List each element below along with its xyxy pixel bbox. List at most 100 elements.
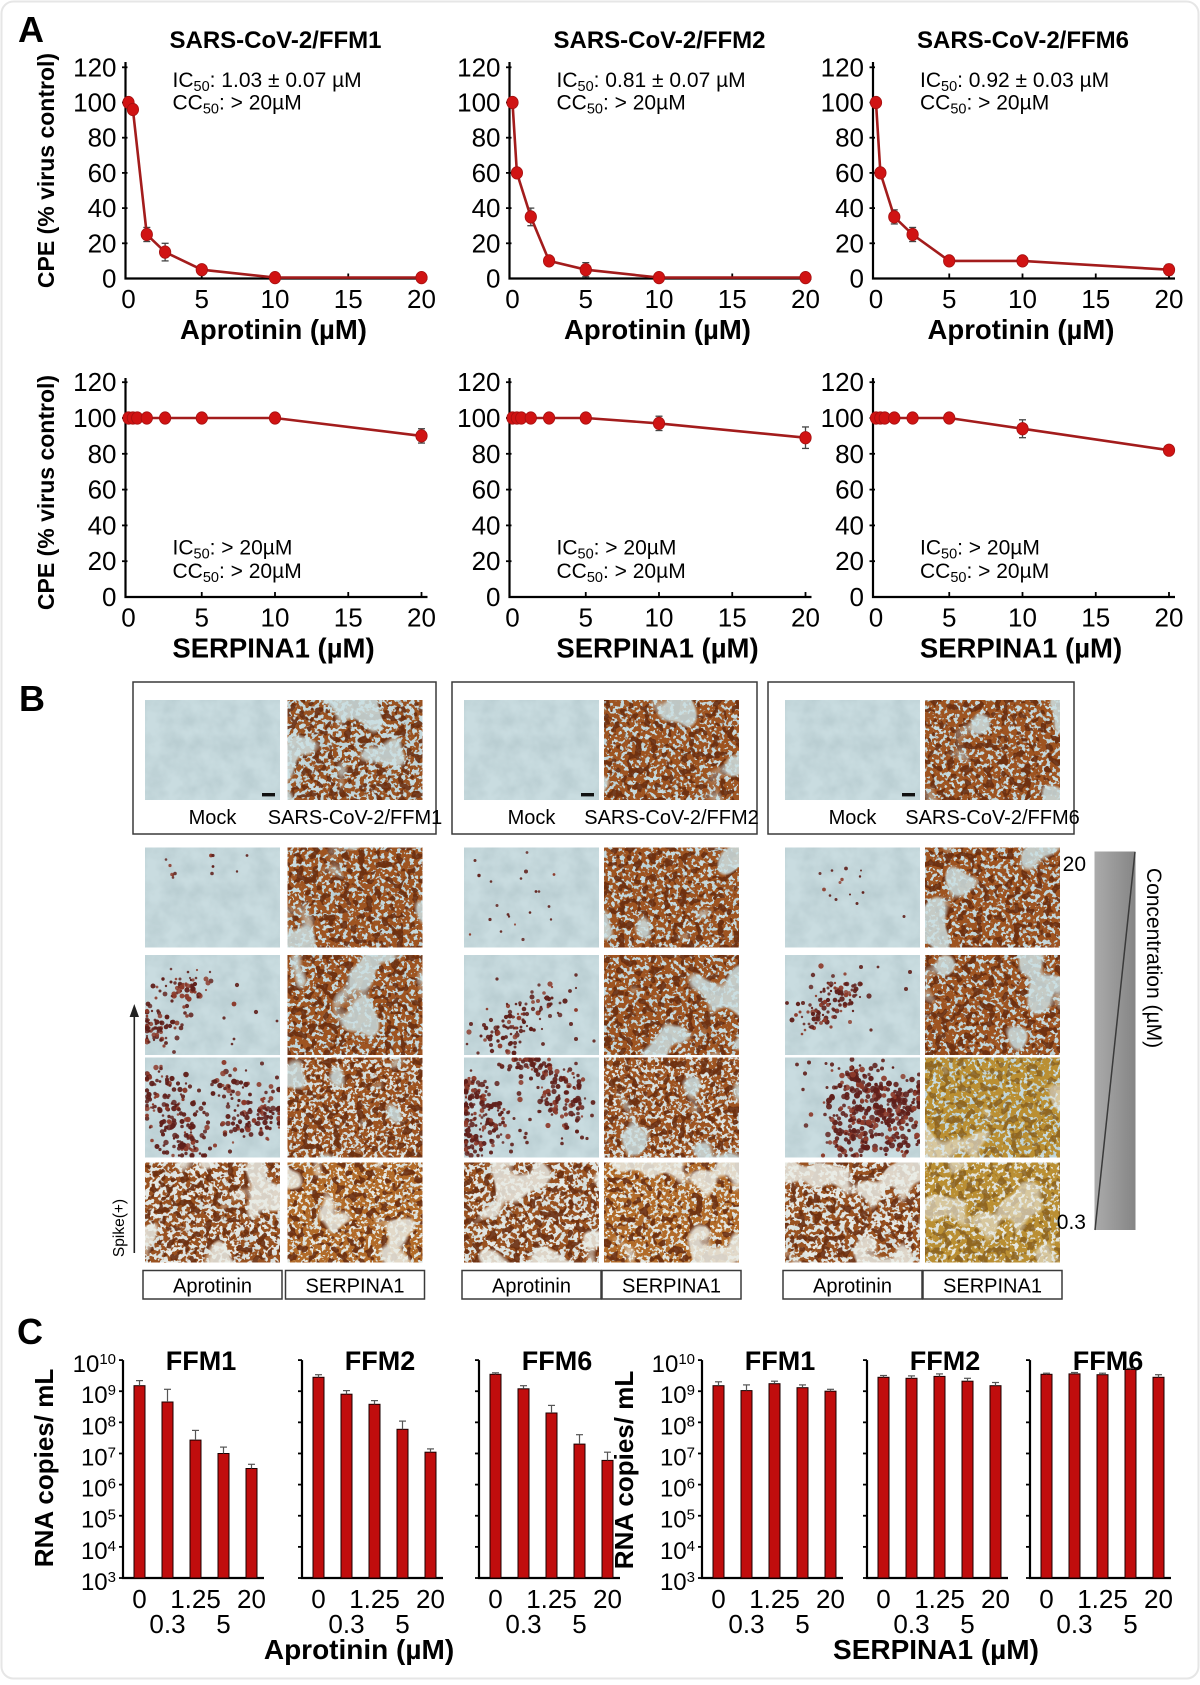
svg-text:20: 20: [472, 546, 501, 576]
svg-text:80: 80: [835, 439, 864, 469]
svg-text:FFM2: FFM2: [910, 1346, 981, 1376]
svg-text:Mock: Mock: [508, 807, 557, 829]
svg-text:0: 0: [505, 603, 519, 633]
svg-text:40: 40: [88, 510, 117, 540]
svg-text:60: 60: [472, 158, 501, 188]
svg-text:0.3: 0.3: [149, 1609, 185, 1639]
svg-text:0: 0: [486, 264, 500, 294]
svg-text:0: 0: [132, 1584, 146, 1614]
svg-text:Concentration (µM): Concentration (µM): [1142, 868, 1165, 1048]
svg-text:SERPINA1 (µM): SERPINA1 (µM): [172, 633, 374, 664]
svg-text:SERPINA1 (µM): SERPINA1 (µM): [920, 633, 1122, 664]
svg-text:IC50: > 20µM: IC50: > 20µM: [173, 537, 293, 563]
svg-text:15: 15: [718, 284, 747, 314]
svg-text:5: 5: [795, 1609, 809, 1639]
svg-text:80: 80: [88, 123, 117, 153]
svg-text:120: 120: [821, 367, 864, 397]
svg-text:60: 60: [835, 475, 864, 505]
svg-text:100: 100: [457, 88, 500, 118]
svg-text:RNA copies/ mL: RNA copies/ mL: [29, 1369, 59, 1568]
svg-text:CC50: > 20µM: CC50: > 20µM: [173, 92, 302, 118]
svg-text:20: 20: [791, 603, 820, 633]
svg-text:15: 15: [334, 603, 363, 633]
svg-text:40: 40: [472, 193, 501, 223]
svg-text:FFM2: FFM2: [345, 1346, 416, 1376]
svg-text:SERPINA1: SERPINA1: [622, 1276, 721, 1298]
svg-text:IC50: > 20µM: IC50: > 20µM: [557, 537, 677, 563]
svg-text:20: 20: [1144, 1584, 1173, 1614]
svg-text:20: 20: [88, 546, 117, 576]
svg-text:Mock: Mock: [829, 807, 878, 829]
svg-text:RNA copies/ mL: RNA copies/ mL: [609, 1371, 639, 1570]
svg-text:0: 0: [102, 264, 116, 294]
svg-text:60: 60: [835, 158, 864, 188]
svg-text:CC50: > 20µM: CC50: > 20µM: [173, 560, 302, 586]
svg-text:IC50: 0.92 ± 0.03 µM: IC50: 0.92 ± 0.03 µM: [920, 69, 1109, 95]
svg-text:60: 60: [88, 158, 117, 188]
svg-text:0.3: 0.3: [505, 1609, 541, 1639]
svg-text:120: 120: [73, 367, 116, 397]
svg-text:10: 10: [261, 603, 290, 633]
svg-text:Aprotinin: Aprotinin: [813, 1276, 892, 1298]
svg-text:20: 20: [237, 1584, 266, 1614]
svg-text:100: 100: [821, 88, 864, 118]
svg-text:20: 20: [88, 228, 117, 258]
svg-text:0: 0: [711, 1584, 725, 1614]
svg-text:15: 15: [334, 284, 363, 314]
svg-text:40: 40: [88, 193, 117, 223]
svg-text:1.25: 1.25: [914, 1584, 965, 1614]
svg-text:10: 10: [261, 284, 290, 314]
svg-text:0.3: 0.3: [728, 1609, 764, 1639]
svg-text:120: 120: [821, 52, 864, 82]
svg-text:20: 20: [791, 284, 820, 314]
svg-text:40: 40: [835, 510, 864, 540]
svg-text:CC50: > 20µM: CC50: > 20µM: [557, 92, 686, 118]
svg-text:20: 20: [472, 228, 501, 258]
svg-text:20: 20: [835, 228, 864, 258]
svg-text:SERPINA1 (µM): SERPINA1 (µM): [833, 1634, 1039, 1665]
svg-text:10: 10: [645, 284, 674, 314]
svg-text:FFM6: FFM6: [522, 1346, 593, 1376]
svg-text:120: 120: [457, 367, 500, 397]
svg-text:15: 15: [1081, 284, 1110, 314]
svg-text:B: B: [19, 678, 45, 719]
svg-text:SARS-CoV-2/FFM2: SARS-CoV-2/FFM2: [584, 807, 758, 829]
svg-text:SARS-CoV-2/FFM6: SARS-CoV-2/FFM6: [917, 27, 1129, 54]
svg-text:FFM1: FFM1: [166, 1346, 237, 1376]
svg-text:0.3: 0.3: [1056, 1609, 1092, 1639]
svg-text:80: 80: [472, 123, 501, 153]
svg-text:5: 5: [195, 284, 209, 314]
svg-text:100: 100: [821, 403, 864, 433]
svg-text:80: 80: [835, 123, 864, 153]
svg-text:100: 100: [457, 403, 500, 433]
svg-text:0.3: 0.3: [1057, 1211, 1086, 1234]
svg-text:CPE (% virus control): CPE (% virus control): [33, 53, 59, 288]
svg-text:SARS-CoV-2/FFM1: SARS-CoV-2/FFM1: [169, 27, 381, 54]
svg-text:5: 5: [942, 284, 956, 314]
svg-text:CC50: > 20µM: CC50: > 20µM: [920, 92, 1049, 118]
svg-text:0: 0: [121, 603, 135, 633]
svg-text:FFM1: FFM1: [745, 1346, 816, 1376]
svg-text:20: 20: [407, 284, 436, 314]
svg-text:20: 20: [981, 1584, 1010, 1614]
svg-text:CC50: > 20µM: CC50: > 20µM: [920, 560, 1049, 586]
svg-text:100: 100: [73, 403, 116, 433]
svg-text:80: 80: [472, 439, 501, 469]
svg-text:SARS-CoV-2/FFM1: SARS-CoV-2/FFM1: [268, 807, 442, 829]
svg-text:C: C: [17, 1311, 43, 1352]
svg-text:20: 20: [1063, 853, 1086, 876]
svg-text:SERPINA1 (µM): SERPINA1 (µM): [556, 633, 758, 664]
svg-text:5: 5: [195, 603, 209, 633]
svg-text:5: 5: [942, 603, 956, 633]
svg-text:SERPINA1: SERPINA1: [306, 1276, 405, 1298]
svg-text:SERPINA1: SERPINA1: [943, 1276, 1042, 1298]
svg-text:0: 0: [486, 582, 500, 612]
svg-text:0: 0: [850, 264, 864, 294]
svg-text:CPE (% virus control): CPE (% virus control): [33, 375, 59, 610]
svg-text:1.25: 1.25: [1077, 1584, 1128, 1614]
svg-text:100: 100: [73, 88, 116, 118]
svg-text:0: 0: [850, 582, 864, 612]
svg-text:5: 5: [579, 603, 593, 633]
svg-text:10: 10: [645, 603, 674, 633]
svg-text:60: 60: [472, 475, 501, 505]
